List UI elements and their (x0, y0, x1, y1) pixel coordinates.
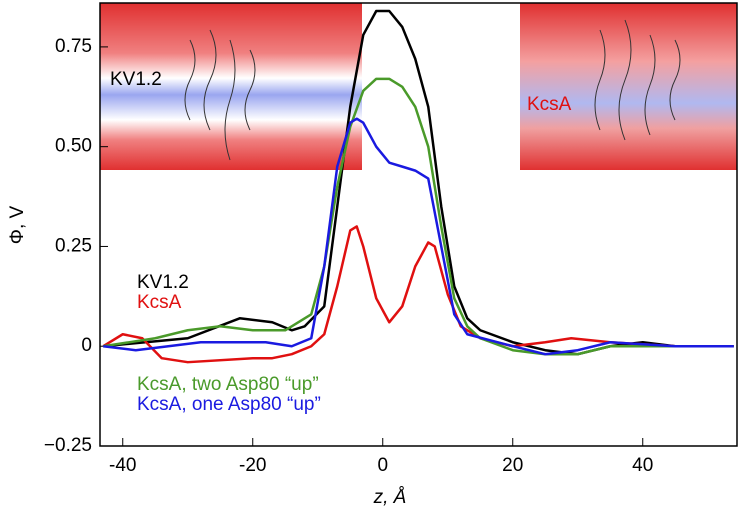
y-tick-label: −0.25 (44, 435, 92, 456)
x-tick-label: 20 (502, 455, 523, 476)
inset-image (100, 3, 362, 170)
plot-frame (99, 2, 738, 447)
y-axis-label: Φ, V (7, 205, 28, 244)
legend-label: KV1.2 (137, 272, 189, 293)
y-tick-label: 0.75 (55, 36, 92, 57)
y-tick-label: 0.25 (55, 235, 92, 256)
data-line (103, 117, 734, 356)
protein-sketch (184, 19, 681, 161)
x-tick-label: 0 (377, 455, 388, 476)
inset-label: KV1.2 (110, 69, 162, 90)
x-axis-label: z, Å (373, 487, 407, 508)
legend-label: KcsA, one Asp80 “up” (137, 394, 321, 415)
y-tick-label: 0 (81, 335, 92, 356)
x-tick-label: -20 (239, 455, 266, 476)
x-tick-label: -40 (109, 455, 136, 476)
inset-label: KcsA (527, 94, 572, 115)
legend-label: KcsA (137, 292, 182, 313)
x-tick-label: 40 (632, 455, 653, 476)
legend-label: KcsA, two Asp80 “up” (137, 374, 319, 395)
data-line (102, 225, 734, 364)
inset-image (520, 3, 737, 170)
y-tick-label: 0.50 (55, 136, 92, 157)
